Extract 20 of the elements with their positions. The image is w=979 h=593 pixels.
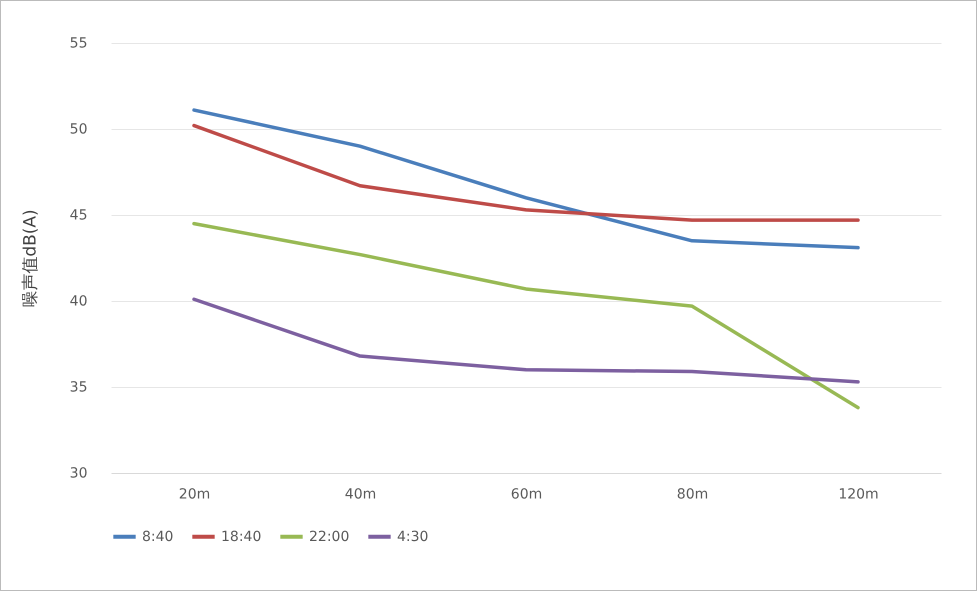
y-tick-label: 55 [70, 36, 88, 52]
line-series [192, 124, 860, 222]
x-tick-label: 20m [178, 486, 210, 502]
x-tick-label: 60m [510, 486, 542, 502]
legend-label: 4:30 [397, 528, 428, 545]
x-tick-label: 40m [344, 486, 376, 502]
y-tick-label: 50 [70, 122, 88, 138]
line-series [192, 298, 860, 384]
y-tick-label: 35 [70, 380, 88, 396]
line-series [192, 222, 860, 410]
legend-label: 22:00 [309, 528, 350, 545]
y-tick-label: 30 [70, 466, 88, 482]
legend-label: 8:40 [142, 528, 174, 545]
y-axis-title: 噪声值dB(A) [20, 209, 41, 308]
line-series [192, 108, 860, 250]
legend-label: 18:40 [221, 528, 262, 545]
x-tick-label: 120m [838, 486, 879, 502]
y-tick-label: 40 [70, 294, 88, 310]
x-tick-label: 80m [676, 486, 708, 502]
y-tick-label: 45 [70, 208, 88, 224]
